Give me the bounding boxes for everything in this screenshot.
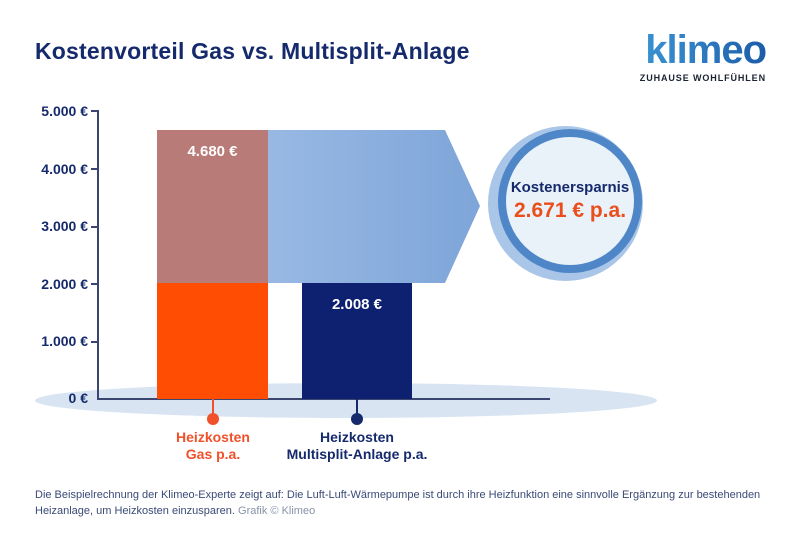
footer-line1: Die Beispielrechnung der Klimeo-Experte … bbox=[35, 489, 694, 501]
y-tick-label: 3.000 € bbox=[41, 218, 88, 234]
y-axis-tick bbox=[91, 110, 98, 112]
savings-badge-label: Kostenersparnis bbox=[510, 179, 630, 196]
klimeo-logo: klimeo ZUHAUSE WOHLFÜHLEN bbox=[606, 28, 767, 83]
category-label-gas-line2: Gas p.a. bbox=[185, 446, 241, 462]
category-label-multisplit-line2: Multisplit-Anlage p.a. bbox=[286, 446, 428, 462]
y-axis-tick bbox=[91, 341, 98, 343]
y-tick-label: 1.000 € bbox=[41, 333, 88, 349]
y-tick-label: 0 € bbox=[68, 390, 88, 406]
footer-line2: bestehenden Heizanlage, um Heizkosten ei… bbox=[35, 489, 761, 517]
klimeo-logo-tagline: ZUHAUSE WOHLFÜHLEN bbox=[639, 73, 766, 83]
multisplit-label-stem bbox=[356, 399, 358, 415]
savings-badge: Kostenersparnis 2.671 € p.a. bbox=[498, 129, 642, 273]
gas-label-stem bbox=[212, 399, 214, 415]
page-title: Kostenvorteil Gas vs. Multisplit-Anlage bbox=[35, 38, 470, 64]
bar-gas: 4.680 € bbox=[157, 130, 268, 399]
y-tick-label: 4.000 € bbox=[41, 161, 88, 177]
category-label-multisplit: Heizkosten Multisplit-Anlage p.a. bbox=[247, 429, 467, 463]
y-tick-label: 5.000 € bbox=[41, 103, 88, 119]
y-axis-tick bbox=[91, 283, 98, 285]
bar-gas-orange-segment bbox=[157, 283, 268, 399]
gas-label-dot bbox=[207, 413, 219, 425]
footer-disclaimer: Die Beispielrechnung der Klimeo-Experte … bbox=[35, 488, 765, 519]
bar-multisplit-value-label: 2.008 € bbox=[331, 296, 383, 313]
bar-multisplit: 2.008 € bbox=[302, 283, 412, 399]
category-label-gas-line1: Heizkosten bbox=[176, 429, 250, 445]
multisplit-label-dot bbox=[351, 413, 363, 425]
y-axis-line bbox=[97, 110, 99, 400]
footer-credit: Grafik © Klimeo bbox=[238, 504, 316, 517]
y-tick-label: 2.000 € bbox=[41, 276, 88, 292]
y-axis-tick bbox=[91, 168, 98, 170]
bar-gas-value-label: 4.680 € bbox=[187, 143, 238, 160]
category-label-gas: Heizkosten Gas p.a. bbox=[133, 429, 293, 463]
x-axis-line bbox=[97, 398, 550, 400]
category-label-multisplit-line1: Heizkosten bbox=[320, 429, 394, 445]
savings-badge-value: 2.671 € p.a. bbox=[513, 199, 627, 222]
y-axis-tick bbox=[91, 226, 98, 228]
klimeo-logo-wordmark: klimeo bbox=[606, 28, 767, 72]
bar-gas-arrow-overlap-segment bbox=[157, 130, 268, 283]
